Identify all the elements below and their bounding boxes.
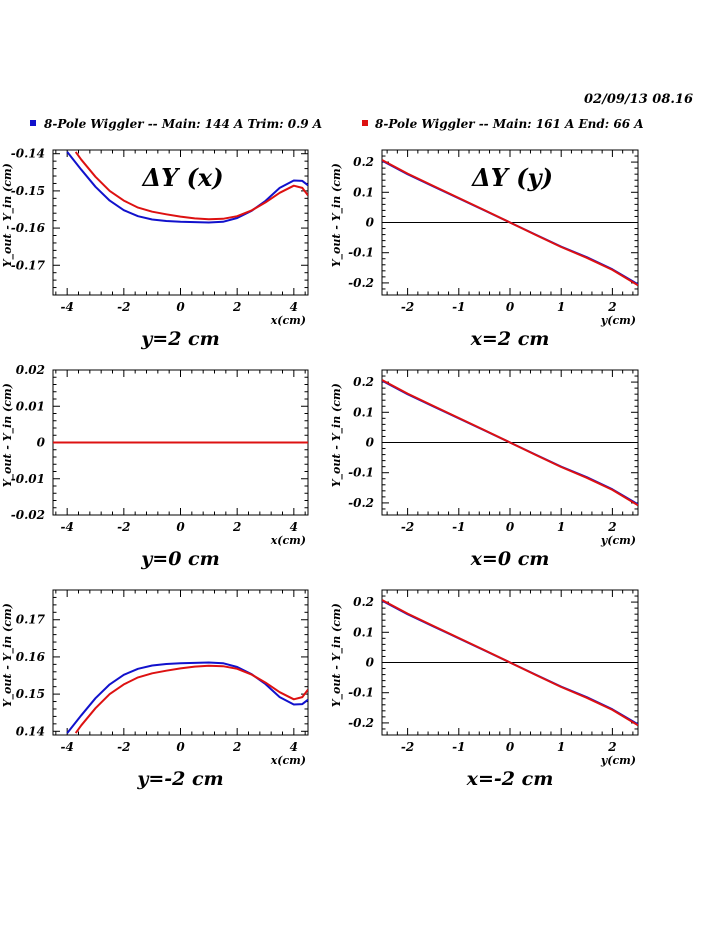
y-tick-label: 0.02: [16, 363, 45, 377]
y-axis-label: Y_out - Y_in (cm): [330, 383, 344, 487]
series-b-line: [382, 159, 638, 287]
y-tick-label: 0.17: [16, 613, 46, 627]
x-tick-label: -1: [452, 520, 465, 534]
series-a-line: [66, 151, 308, 224]
panel-1: -4 -2 0 2 4 -0.14 -0.15 -0.16 -0.17 x(cm) Y_out - …: [1, 147, 309, 350]
y-tick-label: -0.2: [348, 276, 374, 290]
x-axis-label: x(cm): [270, 534, 306, 547]
x-tick-label: -2: [117, 520, 130, 534]
x-tick-label: -2: [401, 520, 414, 534]
y-tick-label: 0.1: [353, 185, 374, 199]
panel-5: -4 -2 0 2 4 0.17 0.16 0.15 0.14 x(cm) Y_out - Y_in…: [1, 589, 309, 790]
panel-title: ΔY (y): [471, 163, 553, 192]
timestamp: 02/09/13 08.16: [584, 92, 693, 107]
panel-caption: y=-2 cm: [136, 768, 223, 790]
series-a-line: [66, 661, 308, 734]
x-tick-label: 2: [232, 300, 241, 314]
panel-4: -2 -1 0 1 2 0.2 0.1 0 -0.1 -0.2 y(cm) Y_out - Y_in …: [330, 369, 639, 570]
y-tick-label: -0.1: [348, 686, 374, 700]
y-tick-label: 0.16: [16, 650, 46, 664]
y-axis-label: Y_out - Y_in (cm): [1, 603, 15, 707]
x-axis-label: x(cm): [270, 314, 306, 327]
x-axis-label: y(cm): [600, 314, 636, 327]
x-tick-label: 1: [557, 300, 565, 314]
y-tick-label: 0: [366, 216, 375, 230]
y-tick-label: 0.2: [353, 155, 374, 169]
x-tick-label: 0: [176, 300, 185, 314]
panel-caption: x=0 cm: [470, 548, 550, 570]
x-tick-label: 2: [607, 520, 616, 534]
panel-2: -2 -1 0 1 2 0.2 0.1 0 -0.1 -0.2 y(cm) Y_out - Y_in …: [330, 149, 639, 350]
x-tick-label: 4: [290, 300, 298, 314]
legend-label-series-b: 8-Pole Wiggler -- Main: 161 A End: 66 A: [375, 117, 644, 131]
legend-marker-series-b: [362, 120, 368, 126]
y-axis-label: Y_out - Y_in (cm): [330, 163, 344, 267]
y-tick-label: 0.2: [353, 375, 374, 389]
x-tick-label: 1: [557, 740, 565, 754]
x-tick-label: -4: [60, 740, 73, 754]
y-tick-label: -0.1: [348, 466, 374, 480]
y-tick-label: -0.14: [11, 147, 45, 161]
series-b-line: [382, 599, 638, 727]
panel-6: -2 -1 0 1 2 0.2 0.1 0 -0.1 -0.2 y(cm) Y_out - Y_in …: [330, 589, 639, 790]
y-tick-label: -0.2: [348, 496, 374, 510]
panels: -4 -2 0 2 4-0.14-0.15-0.16-0.17x(cm)Y_out - …: [1, 147, 639, 790]
y-tick-label: -0.16: [11, 221, 46, 235]
legend: 8-Pole Wiggler -- Main: 144 A Trim: 0.9 …: [30, 117, 644, 131]
x-tick-label: 0: [176, 520, 185, 534]
y-tick-label: -0.17: [11, 258, 46, 272]
y-tick-label: -0.15: [11, 184, 45, 198]
series-b-line: [74, 151, 308, 221]
x-tick-label: 2: [232, 740, 241, 754]
x-tick-label: -2: [401, 740, 414, 754]
x-tick-label: -4: [60, 520, 73, 534]
panel-caption: x=-2 cm: [466, 768, 554, 790]
x-tick-label: -2: [117, 300, 130, 314]
y-tick-label: 0.15: [16, 687, 45, 701]
x-tick-label: -1: [452, 300, 465, 314]
y-tick-label: 0: [37, 436, 46, 450]
series-b-line: [382, 379, 638, 507]
x-axis-label: y(cm): [600, 754, 636, 767]
y-tick-label: 0.1: [353, 405, 374, 419]
y-tick-label: 0.14: [16, 724, 45, 738]
x-tick-label: 0: [506, 520, 515, 534]
legend-label-series-a: 8-Pole Wiggler -- Main: 144 A Trim: 0.9 …: [44, 117, 322, 131]
panel-title: ΔY (x): [141, 163, 223, 192]
y-tick-label: -0.02: [11, 508, 45, 522]
x-tick-label: 4: [290, 520, 298, 534]
y-tick-label: -0.01: [11, 472, 45, 486]
panel-caption: x=2 cm: [470, 328, 550, 350]
x-tick-label: 2: [607, 740, 616, 754]
y-tick-label: -0.1: [348, 246, 374, 260]
y-tick-label: 0.01: [16, 399, 45, 413]
y-tick-label: 0: [366, 656, 375, 670]
y-tick-label: 0.2: [353, 595, 374, 609]
x-tick-label: 1: [557, 520, 565, 534]
x-tick-label: 0: [506, 300, 515, 314]
y-axis-label: Y_out - Y_in (cm): [1, 383, 15, 487]
series-b-line: [74, 664, 308, 734]
x-tick-label: 0: [506, 740, 515, 754]
x-axis-label: y(cm): [600, 534, 636, 547]
panel-3: -4 -2 0 2 4 0.02 0.01 0 -0.01 -0.02 x(cm) Y_out - Y…: [1, 363, 309, 570]
x-tick-label: 4: [290, 740, 298, 754]
x-tick-label: -1: [452, 740, 465, 754]
y-tick-label: 0.1: [353, 625, 374, 639]
x-tick-label: -4: [60, 300, 73, 314]
y-axis-label: Y_out - Y_in (cm): [330, 603, 344, 707]
x-tick-label: -2: [117, 740, 130, 754]
y-tick-label: -0.2: [348, 716, 374, 730]
x-tick-label: -2: [401, 300, 414, 314]
x-tick-label: 2: [607, 300, 616, 314]
x-tick-label: 0: [176, 740, 185, 754]
panel-caption: y=0 cm: [140, 548, 219, 570]
x-axis-label: x(cm): [270, 754, 306, 767]
y-axis-label: Y_out - Y_in (cm): [1, 163, 15, 267]
panel-caption: y=2 cm: [140, 328, 219, 350]
x-tick-label: 2: [232, 520, 241, 534]
legend-marker-series-a: [30, 120, 36, 126]
y-tick-label: 0: [366, 436, 375, 450]
